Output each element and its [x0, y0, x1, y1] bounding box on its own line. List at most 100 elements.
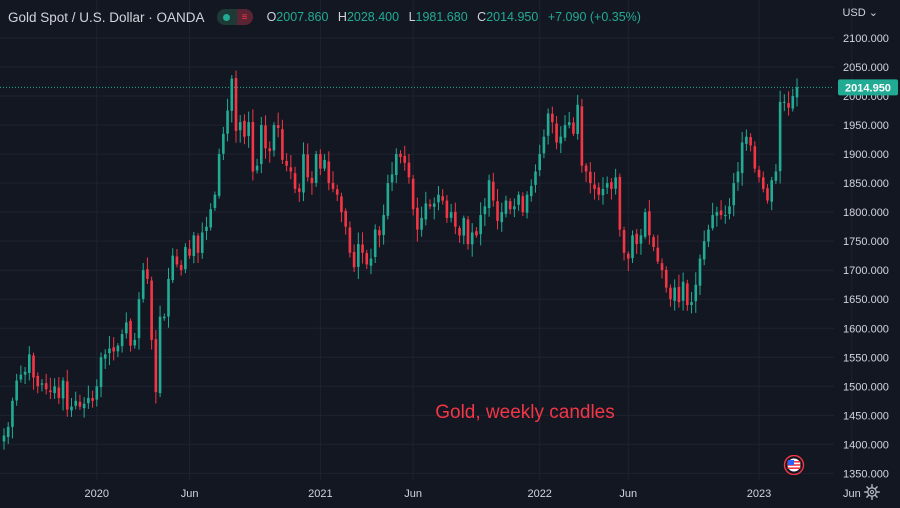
- candle: [610, 178, 613, 200]
- candle: [605, 176, 609, 194]
- candle: [146, 257, 149, 284]
- low-value: 1981.680: [415, 10, 468, 24]
- candle: [664, 266, 668, 293]
- candle: [2, 428, 6, 450]
- candle: [327, 151, 331, 191]
- candle: [175, 249, 179, 268]
- candle: [449, 203, 453, 223]
- time-axis[interactable]: 2020 Jun 2021 Jun 2022 Jun 2023 Jun: [85, 488, 861, 500]
- high-value: 2028.400: [346, 10, 400, 24]
- candle: [200, 222, 204, 259]
- candle: [344, 208, 347, 235]
- price-tick-label: 1700.000: [843, 265, 889, 277]
- candle: [673, 279, 676, 311]
- candle: [407, 154, 411, 184]
- candle: [749, 133, 752, 152]
- last-price-label: 2014.950: [845, 82, 891, 94]
- symbol-title[interactable]: Gold Spot / U.S. Dollar · OANDA: [8, 9, 205, 25]
- candle: [188, 239, 191, 259]
- candle: [23, 367, 27, 385]
- candle: [525, 191, 529, 219]
- last-price-badge: 2014.950: [838, 79, 898, 96]
- candle: [357, 232, 360, 280]
- time-tick-label: 2020: [85, 488, 109, 500]
- time-tick-label: 2021: [308, 488, 332, 500]
- change-value: +7.090 (+0.35%): [547, 10, 641, 24]
- candle: [643, 208, 647, 240]
- price-tick-label: 1350.000: [843, 468, 889, 480]
- price-tick-label: 1400.000: [843, 439, 889, 451]
- ohlc-values: O2007.860 H2028.400 L1981.680 C2014.950 …: [267, 10, 647, 24]
- candle: [65, 369, 69, 417]
- price-tick-label: 1600.000: [843, 323, 889, 335]
- candle: [513, 198, 516, 218]
- candle: [572, 117, 575, 137]
- currency-selector[interactable]: USD ⌄: [842, 6, 878, 19]
- candle: [719, 200, 723, 220]
- candle: [112, 337, 115, 361]
- price-tick-label: 1800.000: [843, 207, 889, 219]
- candle: [32, 352, 35, 390]
- open-key: O: [266, 10, 277, 24]
- candle: [601, 177, 605, 205]
- gear-icon[interactable]: [864, 484, 880, 500]
- high-key: H: [337, 10, 347, 24]
- candle: [243, 114, 246, 145]
- time-tick-label: Jun: [181, 488, 199, 500]
- candle: [390, 162, 394, 192]
- time-tick-label: Jun: [404, 488, 422, 500]
- candle: [593, 172, 596, 200]
- candle: [681, 272, 685, 311]
- candles: [2, 70, 799, 450]
- currency-label: USD: [842, 7, 866, 19]
- candle: [276, 112, 280, 138]
- candle: [648, 199, 651, 245]
- candle: [264, 115, 267, 159]
- candle: [222, 126, 225, 161]
- price-axis[interactable]: 2100.0002050.0002000.0001950.0001900.000…: [843, 33, 889, 480]
- candle: [778, 90, 782, 184]
- market-status-pill[interactable]: ≡: [216, 9, 253, 25]
- candle: [656, 234, 660, 264]
- candle: [690, 291, 693, 314]
- candle: [538, 144, 542, 177]
- candle: [597, 182, 601, 201]
- candle: [314, 150, 318, 187]
- candle: [707, 224, 710, 248]
- candle: [171, 248, 175, 284]
- candle: [403, 145, 407, 171]
- candle: [259, 116, 263, 174]
- candle: [626, 251, 630, 272]
- candle: [698, 254, 702, 296]
- price-tick-label: 1850.000: [843, 178, 889, 190]
- us-flag-icon[interactable]: [783, 455, 805, 475]
- candle: [44, 373, 48, 395]
- candle: [622, 226, 626, 261]
- candle: [205, 216, 208, 240]
- candle: [686, 279, 689, 311]
- time-tick-label: 2023: [747, 488, 771, 500]
- candle: [432, 197, 436, 220]
- candle: [251, 109, 255, 181]
- candle: [57, 377, 61, 404]
- candle: [424, 191, 428, 226]
- candle: [340, 192, 343, 223]
- candle: [475, 227, 478, 238]
- candle: [365, 249, 369, 269]
- candle: [411, 174, 415, 216]
- candle: [740, 131, 744, 186]
- candle: [394, 148, 398, 184]
- candle: [445, 195, 449, 223]
- candle: [331, 171, 335, 193]
- open-value: 2007.860: [276, 10, 329, 24]
- candle: [555, 116, 558, 150]
- candle: [652, 234, 655, 252]
- candle: [11, 397, 14, 439]
- candle: [158, 305, 162, 398]
- candle: [6, 422, 10, 444]
- candle: [521, 192, 525, 217]
- candle: [783, 94, 786, 112]
- candle: [137, 292, 141, 350]
- candle: [694, 272, 698, 313]
